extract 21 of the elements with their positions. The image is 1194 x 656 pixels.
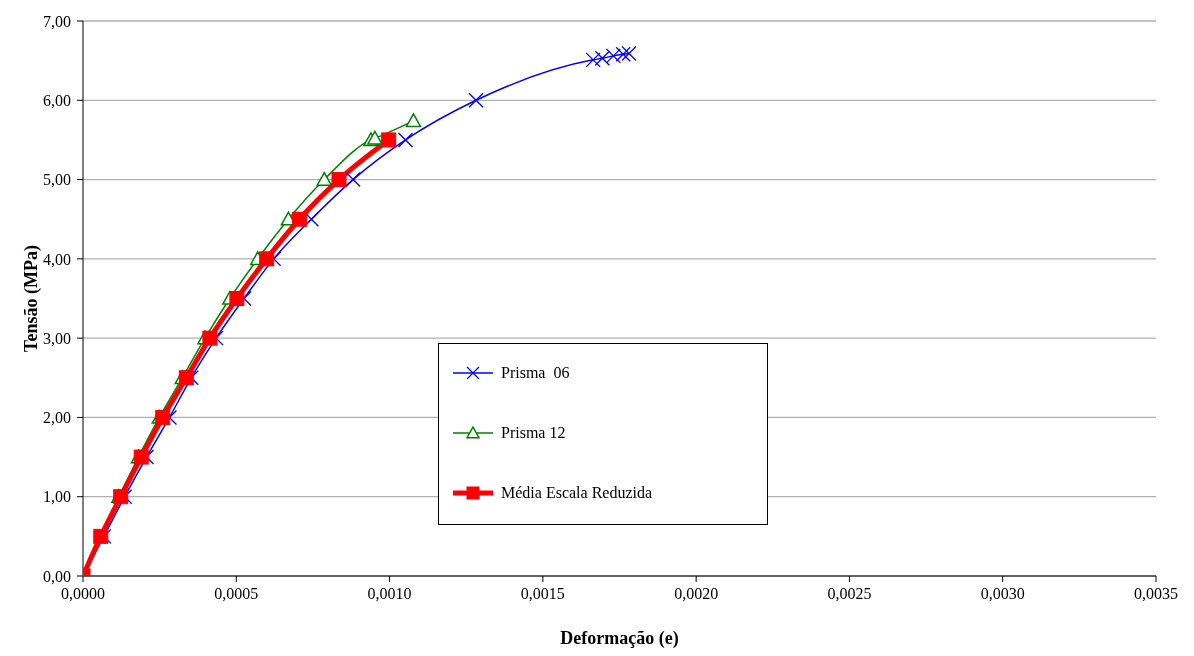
y-tick-label: 7,00 bbox=[43, 12, 71, 30]
x-tick-label: 0,0000 bbox=[61, 585, 105, 603]
legend-label: Média Escala Reduzida bbox=[501, 484, 653, 502]
y-tick-label: 1,00 bbox=[43, 488, 71, 506]
y-tick-label: 2,00 bbox=[43, 409, 71, 427]
y-axis-title: Tensão (MPa) bbox=[21, 245, 43, 352]
y-tick-label: 5,00 bbox=[43, 171, 71, 189]
x-tick-label: 0,0005 bbox=[214, 585, 259, 603]
x-tick-label: 0,0035 bbox=[1134, 585, 1178, 603]
legend-label: Prisma 12 bbox=[501, 424, 566, 442]
x-tick-label: 0,0010 bbox=[367, 585, 412, 603]
x-tick-label: 0,0020 bbox=[674, 585, 719, 603]
legend-label: Prisma 06 bbox=[501, 364, 570, 382]
y-tick-label: 0,00 bbox=[43, 567, 71, 585]
x-axis-title: Deformação (e) bbox=[560, 628, 679, 649]
x-tick-label: 0,0030 bbox=[980, 585, 1025, 603]
y-tick-label: 4,00 bbox=[43, 250, 71, 268]
y-tick-label: 6,00 bbox=[43, 91, 71, 109]
x-tick-label: 0,0025 bbox=[827, 585, 872, 603]
y-tick-label: 3,00 bbox=[43, 329, 71, 347]
x-tick-label: 0,0015 bbox=[520, 585, 565, 603]
